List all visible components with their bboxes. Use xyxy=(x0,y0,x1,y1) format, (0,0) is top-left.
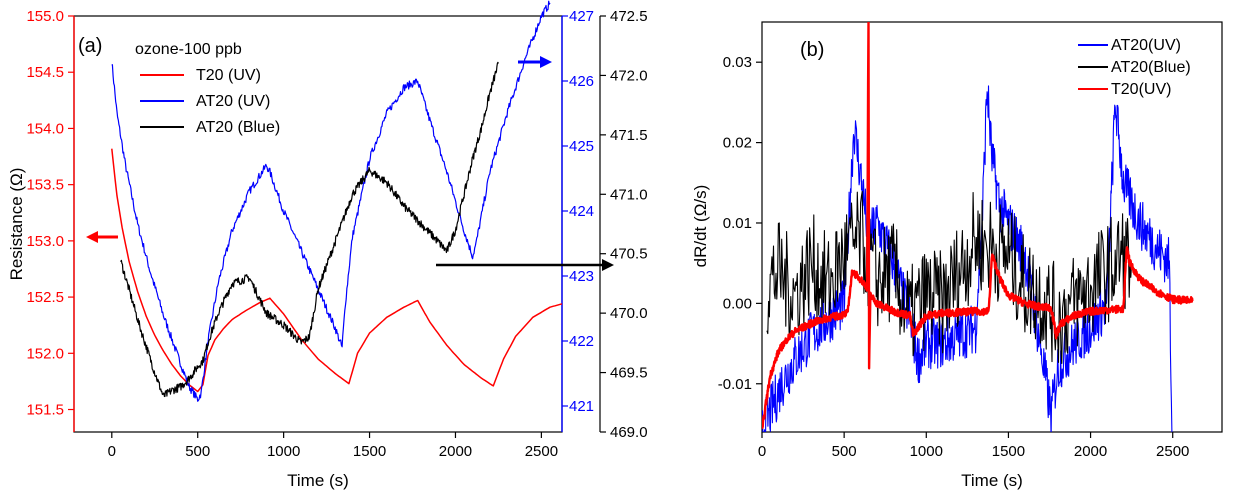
a-blue-tick-label: 427 xyxy=(569,8,594,25)
a-red-tick-label: 152.0 xyxy=(26,345,64,362)
a-blue-tick-label: 421 xyxy=(569,398,594,415)
a-blue-tick-label: 426 xyxy=(569,73,594,90)
b-x-tick-label: 0 xyxy=(758,443,766,460)
a-red-tick-label: 152.5 xyxy=(26,289,64,306)
legend-label-at20-blue: AT20 (Blue) xyxy=(196,119,280,136)
a-blue-tick-label: 422 xyxy=(569,333,594,350)
panel-a-label: (a) xyxy=(78,35,102,57)
b-x-tick-label: 1500 xyxy=(992,443,1025,460)
arrow-right-blue xyxy=(518,56,552,68)
panel-b: 0 500 1000 1500 2000 2500 0.03 0.02 0.01 0.00 -0.0… xyxy=(691,21,1223,490)
panel-a-legend: ozone-100 ppb T20 (UV) AT20 (UV) AT20 (Blu… xyxy=(135,41,280,136)
a-black-tick-label: 472.5 xyxy=(610,8,648,25)
legend-title: ozone-100 ppb xyxy=(135,41,242,58)
b-y-tick-label: 0.02 xyxy=(723,135,752,152)
panel-a-x-label: Time (s) xyxy=(287,471,349,490)
a-x-tick-label: 1500 xyxy=(353,443,386,460)
a-x-tick-label: 2500 xyxy=(525,443,558,460)
panel-a-y-label: Resistance (Ω) xyxy=(7,168,26,281)
a-red-tick-label: 153.5 xyxy=(26,177,64,194)
panel-b-y-label: dR/dt (Ω/s) xyxy=(691,185,710,268)
a-x-tick-label: 500 xyxy=(185,443,210,460)
a-red-tick-label: 154.5 xyxy=(26,64,64,81)
a-x-tick-label: 2000 xyxy=(439,443,472,460)
b-x-tick-label: 2500 xyxy=(1156,443,1189,460)
b-y-tick-label: 0.03 xyxy=(723,54,752,71)
a-black-tick-label: 472.0 xyxy=(610,67,648,84)
b-x-tick-label: 500 xyxy=(832,443,857,460)
series-line-at20-uv xyxy=(111,0,551,402)
a-x-tick-label: 1000 xyxy=(267,443,300,460)
panel-b-x-label: Time (s) xyxy=(961,471,1023,490)
arrow-right-black xyxy=(436,259,614,271)
legend-b-label-at20-blue: AT20(Blue) xyxy=(1111,59,1191,76)
a-black-tick-label: 469.0 xyxy=(610,424,648,441)
b-y-tick-label: -0.01 xyxy=(718,376,752,393)
series-line-at20-blue xyxy=(120,61,499,398)
b-x-tick-label: 2000 xyxy=(1074,443,1107,460)
series-line-t20-uv xyxy=(111,148,563,393)
a-black-tick-label: 470.0 xyxy=(610,305,648,322)
legend-b-label-at20-uv: AT20(UV) xyxy=(1111,37,1181,54)
b-x-tick-label: 1000 xyxy=(910,443,943,460)
a-black-tick-label: 471.5 xyxy=(610,127,648,144)
a-red-tick-label: 151.5 xyxy=(26,402,64,419)
panel-a: 0 500 1000 1500 2000 2500 155.0 154.5 154.0 153.5… xyxy=(7,0,648,490)
a-red-tick-label: 153.0 xyxy=(26,233,64,250)
legend-label-t20-uv: T20 (UV) xyxy=(196,67,261,84)
panel-b-frame xyxy=(761,21,1223,433)
a-blue-tick-label: 423 xyxy=(569,268,594,285)
b-y-tick-label: 0.01 xyxy=(723,215,752,232)
a-x-tick-label: 0 xyxy=(108,443,116,460)
panel-b-label: (b) xyxy=(800,39,824,61)
a-blue-tick-label: 425 xyxy=(569,138,594,155)
a-blue-tick-label: 424 xyxy=(569,203,594,220)
series-line-b-at20-blue xyxy=(766,191,1133,364)
a-black-tick-label: 469.5 xyxy=(610,365,648,382)
a-red-tick-label: 155.0 xyxy=(26,8,64,25)
panel-a-frame xyxy=(73,15,563,433)
series-line-b-t20-uv xyxy=(762,22,1194,430)
panel-b-legend: AT20(UV) AT20(Blue) T20(UV) xyxy=(1078,37,1191,98)
a-black-tick-label: 470.5 xyxy=(610,246,648,263)
a-black-tick-label: 471.0 xyxy=(610,186,648,203)
a-red-tick-label: 154.0 xyxy=(26,120,64,137)
arrow-left-red xyxy=(86,231,118,243)
legend-label-at20-uv: AT20 (UV) xyxy=(196,93,270,110)
legend-b-label-t20-uv: T20(UV) xyxy=(1111,81,1171,98)
b-y-tick-label: 0.00 xyxy=(723,295,752,312)
